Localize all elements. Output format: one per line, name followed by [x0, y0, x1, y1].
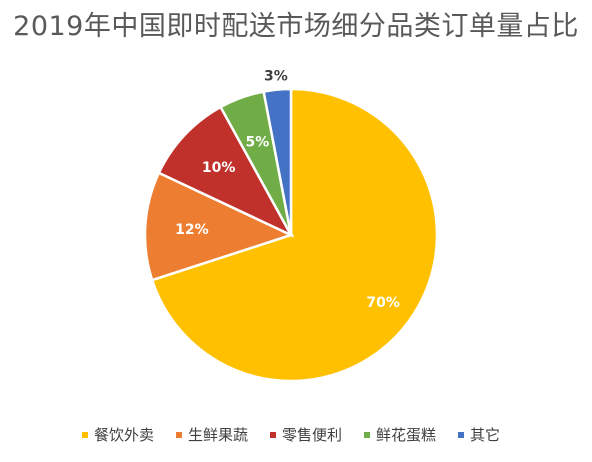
legend: 餐饮外卖 生鲜果蔬 零售便利 鲜花蛋糕 其它: [82, 426, 500, 444]
legend-swatch-food-delivery: [82, 432, 88, 438]
data-label-fresh-produce: 12%: [175, 222, 209, 238]
legend-label-flowers-cakes: 鲜花蛋糕: [376, 426, 436, 444]
legend-label-other: 其它: [470, 426, 500, 444]
legend-label-retail-convenience: 零售便利: [282, 426, 342, 444]
legend-swatch-retail-convenience: [270, 432, 276, 438]
data-label-flowers-cakes: 5%: [245, 135, 269, 151]
legend-swatch-other: [458, 432, 464, 438]
pie-slice-other: [262, 87, 293, 236]
pie-slices: [143, 87, 439, 383]
pie-slice-food-delivery: [150, 87, 439, 383]
chart-title: 2019年中国即时配送市场细分品类订单量占比: [13, 11, 579, 42]
pie-labels: 70% 12% 10% 5% 3%: [175, 69, 400, 311]
data-label-retail-convenience: 10%: [202, 160, 236, 176]
legend-label-food-delivery: 餐饮外卖: [94, 426, 154, 444]
legend-item-retail-convenience: 零售便利: [270, 426, 342, 444]
pie-slice-fresh-produce: [143, 171, 295, 282]
data-label-other: 3%: [264, 69, 288, 85]
legend-swatch-fresh-produce: [176, 432, 182, 438]
pie-slice-retail-convenience: [157, 105, 294, 238]
legend-item-flowers-cakes: 鲜花蛋糕: [364, 426, 436, 444]
data-label-food-delivery: 70%: [366, 295, 400, 311]
legend-label-fresh-produce: 生鲜果蔬: [188, 426, 248, 444]
legend-swatch-flowers-cakes: [364, 432, 370, 438]
legend-item-fresh-produce: 生鲜果蔬: [176, 426, 248, 444]
legend-item-food-delivery: 餐饮外卖: [82, 426, 154, 444]
legend-item-other: 其它: [458, 426, 500, 444]
